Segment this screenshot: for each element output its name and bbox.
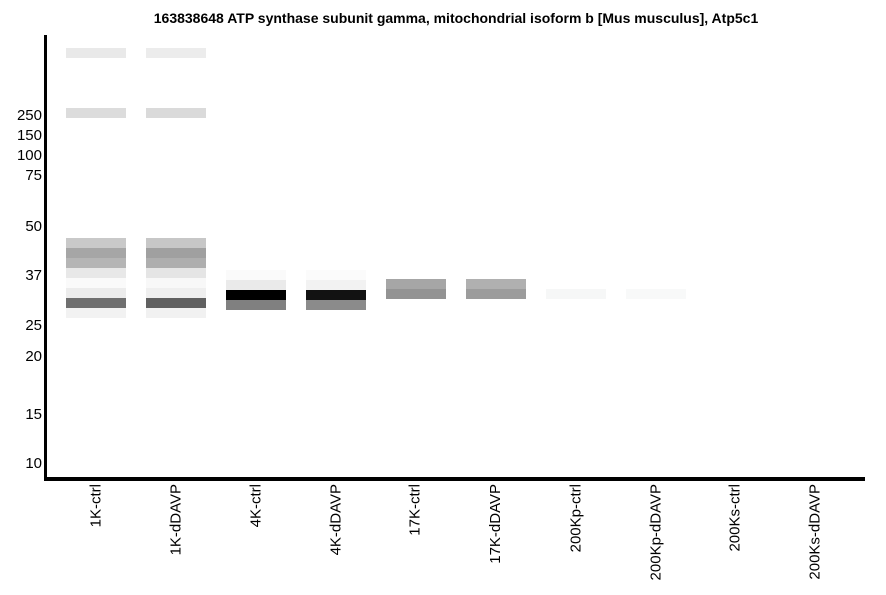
gel-band bbox=[66, 48, 126, 58]
y-tick-label: 250 bbox=[16, 107, 42, 124]
x-tick-label: 4K-dDAVP bbox=[327, 484, 344, 556]
y-tick-label: 15 bbox=[25, 406, 42, 423]
x-axis-line bbox=[44, 477, 865, 481]
gel-band bbox=[306, 290, 366, 300]
gel-band bbox=[146, 308, 206, 318]
gel-band bbox=[66, 258, 126, 268]
gel-band bbox=[146, 298, 206, 308]
gel-band bbox=[146, 278, 206, 288]
x-tick-label: 1K-ctrl bbox=[87, 484, 104, 528]
gel-band bbox=[146, 108, 206, 118]
gel-band bbox=[146, 238, 206, 248]
x-tick-label: 200Ks-dDAVP bbox=[807, 484, 824, 580]
x-tick-label: 17K-ctrl bbox=[407, 484, 424, 536]
gel-band bbox=[66, 278, 126, 288]
y-tick-label: 100 bbox=[16, 147, 42, 164]
x-tick-label: 200Ks-ctrl bbox=[727, 484, 744, 552]
gel-band bbox=[306, 280, 366, 290]
gel-band bbox=[146, 48, 206, 58]
x-tick-label: 200Kp-ctrl bbox=[567, 484, 584, 553]
gel-band bbox=[66, 238, 126, 248]
gel-band bbox=[226, 280, 286, 290]
y-tick-label: 75 bbox=[25, 167, 42, 184]
x-tick-label: 17K-dDAVP bbox=[487, 484, 504, 564]
y-tick-label: 10 bbox=[25, 455, 42, 472]
figure-title: 163838648 ATP synthase subunit gamma, mi… bbox=[153, 10, 759, 26]
gel-band bbox=[466, 289, 526, 299]
y-axis-line bbox=[44, 35, 47, 481]
gel-band bbox=[146, 248, 206, 258]
gel-band bbox=[66, 268, 126, 278]
gel-band bbox=[66, 248, 126, 258]
y-tick-label: 25 bbox=[25, 317, 42, 334]
x-tick-label: 4K-ctrl bbox=[247, 484, 264, 528]
gel-band bbox=[66, 108, 126, 118]
y-tick-label: 37 bbox=[25, 267, 42, 284]
gel-band bbox=[66, 308, 126, 318]
gel-band bbox=[226, 300, 286, 310]
gel-band bbox=[226, 290, 286, 300]
y-tick-label: 50 bbox=[25, 218, 42, 235]
gel-band bbox=[66, 298, 126, 308]
gel-band bbox=[626, 289, 686, 299]
gel-band bbox=[226, 270, 286, 280]
gel-band bbox=[306, 270, 366, 280]
gel-band bbox=[146, 268, 206, 278]
gel-band bbox=[386, 289, 446, 299]
y-tick-label: 20 bbox=[25, 348, 42, 365]
x-tick-label: 1K-dDAVP bbox=[167, 484, 184, 556]
gel-band bbox=[146, 288, 206, 298]
x-tick-label: 200Kp-dDAVP bbox=[647, 484, 664, 581]
gel-band bbox=[66, 288, 126, 298]
y-tick-label: 150 bbox=[16, 127, 42, 144]
gel-band bbox=[386, 279, 446, 289]
gel-band bbox=[466, 279, 526, 289]
gel-band bbox=[146, 258, 206, 268]
gel-band bbox=[306, 300, 366, 310]
gel-band bbox=[546, 289, 606, 299]
